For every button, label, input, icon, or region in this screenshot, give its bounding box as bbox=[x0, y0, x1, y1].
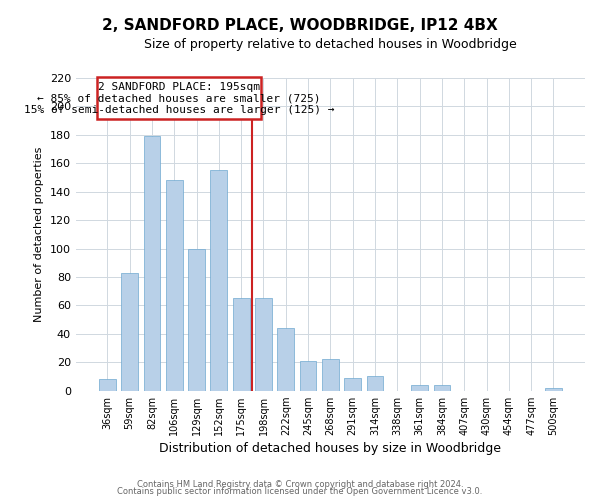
Bar bbox=[434, 385, 451, 390]
Bar bbox=[255, 298, 272, 390]
Bar bbox=[166, 180, 182, 390]
Bar bbox=[99, 380, 116, 390]
Text: 2, SANDFORD PLACE, WOODBRIDGE, IP12 4BX: 2, SANDFORD PLACE, WOODBRIDGE, IP12 4BX bbox=[102, 18, 498, 32]
Bar bbox=[545, 388, 562, 390]
Bar bbox=[233, 298, 250, 390]
Title: Size of property relative to detached houses in Woodbridge: Size of property relative to detached ho… bbox=[144, 38, 517, 51]
Bar bbox=[121, 272, 138, 390]
FancyBboxPatch shape bbox=[97, 76, 261, 120]
Bar bbox=[322, 360, 339, 390]
Bar bbox=[411, 385, 428, 390]
Text: 15% of semi-detached houses are larger (125) →: 15% of semi-detached houses are larger (… bbox=[24, 105, 334, 115]
X-axis label: Distribution of detached houses by size in Woodbridge: Distribution of detached houses by size … bbox=[160, 442, 502, 455]
Bar bbox=[300, 361, 316, 390]
Bar bbox=[143, 136, 160, 390]
Bar bbox=[188, 248, 205, 390]
Bar bbox=[367, 376, 383, 390]
Text: ← 85% of detached houses are smaller (725): ← 85% of detached houses are smaller (72… bbox=[37, 94, 321, 104]
Text: 2 SANDFORD PLACE: 195sqm: 2 SANDFORD PLACE: 195sqm bbox=[98, 82, 260, 92]
Bar bbox=[344, 378, 361, 390]
Y-axis label: Number of detached properties: Number of detached properties bbox=[34, 146, 44, 322]
Bar bbox=[277, 328, 294, 390]
Text: Contains HM Land Registry data © Crown copyright and database right 2024.: Contains HM Land Registry data © Crown c… bbox=[137, 480, 463, 489]
Bar bbox=[211, 170, 227, 390]
Text: Contains public sector information licensed under the Open Government Licence v3: Contains public sector information licen… bbox=[118, 487, 482, 496]
